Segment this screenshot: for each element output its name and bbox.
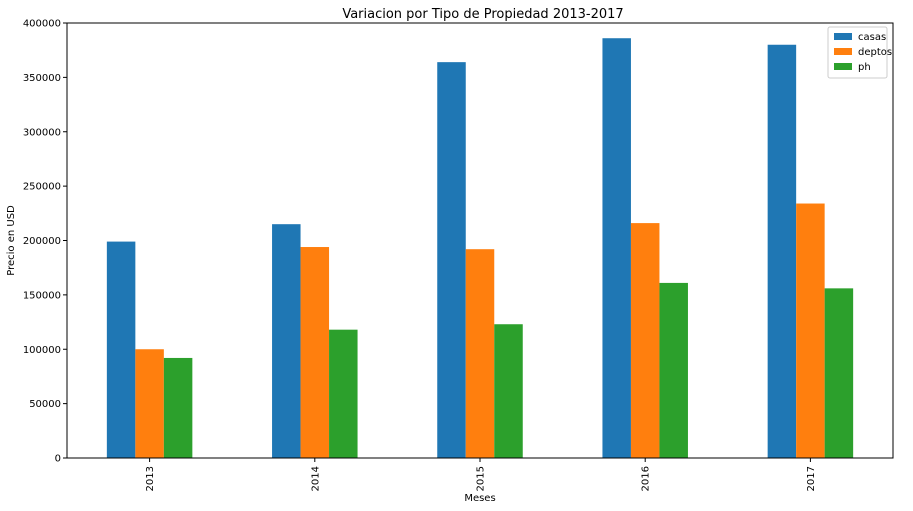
y-axis: 0 50000 100000 150000 200000 250000 300000 3500…	[23, 19, 67, 465]
bar-casas-2016	[602, 38, 631, 458]
legend: casas deptos ph	[827, 26, 892, 79]
chart-title: Variacion por Tipo de Propiedad 2013-201…	[342, 7, 623, 22]
bar-deptos-2017	[796, 203, 825, 458]
legend-swatch-ph	[834, 63, 852, 70]
bar-casas-2014	[272, 224, 301, 458]
y-tick-label: 100000	[23, 345, 61, 356]
bars-group	[106, 38, 854, 459]
legend-label-casas: casas	[858, 32, 886, 43]
bar-casas-2013	[106, 241, 136, 458]
y-tick-label: 350000	[23, 73, 61, 84]
legend-label-deptos: deptos	[858, 47, 892, 58]
bar-ph-2016	[659, 282, 688, 458]
x-tick-label: 2016	[641, 466, 652, 491]
y-tick-label: 250000	[23, 182, 61, 193]
bar-casas-2015	[437, 62, 466, 459]
x-tick-label: 2013	[145, 466, 156, 491]
bar-deptos-2015	[465, 249, 495, 458]
x-axis-label: Meses	[464, 493, 495, 504]
bar-deptos-2016	[630, 223, 660, 458]
y-tick-label: 150000	[23, 290, 61, 301]
y-tick-label: 0	[55, 454, 61, 465]
bar-deptos-2014	[300, 247, 330, 458]
bar-casas-2017	[767, 44, 797, 458]
y-tick-label: 300000	[23, 127, 61, 138]
y-tick-label: 50000	[29, 399, 61, 410]
y-tick-label: 400000	[23, 19, 61, 30]
x-tick-label: 2014	[310, 466, 321, 491]
y-tick-label: 200000	[23, 236, 61, 247]
plot-frame	[66, 22, 894, 459]
x-tick-label: 2015	[476, 466, 487, 491]
bar-ph-2017	[824, 288, 854, 458]
bar-deptos-2013	[135, 349, 164, 458]
legend-swatch-casas	[834, 33, 852, 40]
x-axis: 2013 2014 2015 2016 2017	[145, 458, 817, 491]
bar-ph-2015	[494, 324, 523, 458]
bar-ph-2013	[163, 357, 193, 458]
y-axis-label: Precio en USD	[6, 205, 17, 276]
x-tick-label: 2017	[806, 466, 817, 491]
legend-label-ph: ph	[858, 62, 871, 73]
bar-ph-2014	[329, 329, 358, 458]
legend-swatch-deptos	[834, 48, 852, 55]
